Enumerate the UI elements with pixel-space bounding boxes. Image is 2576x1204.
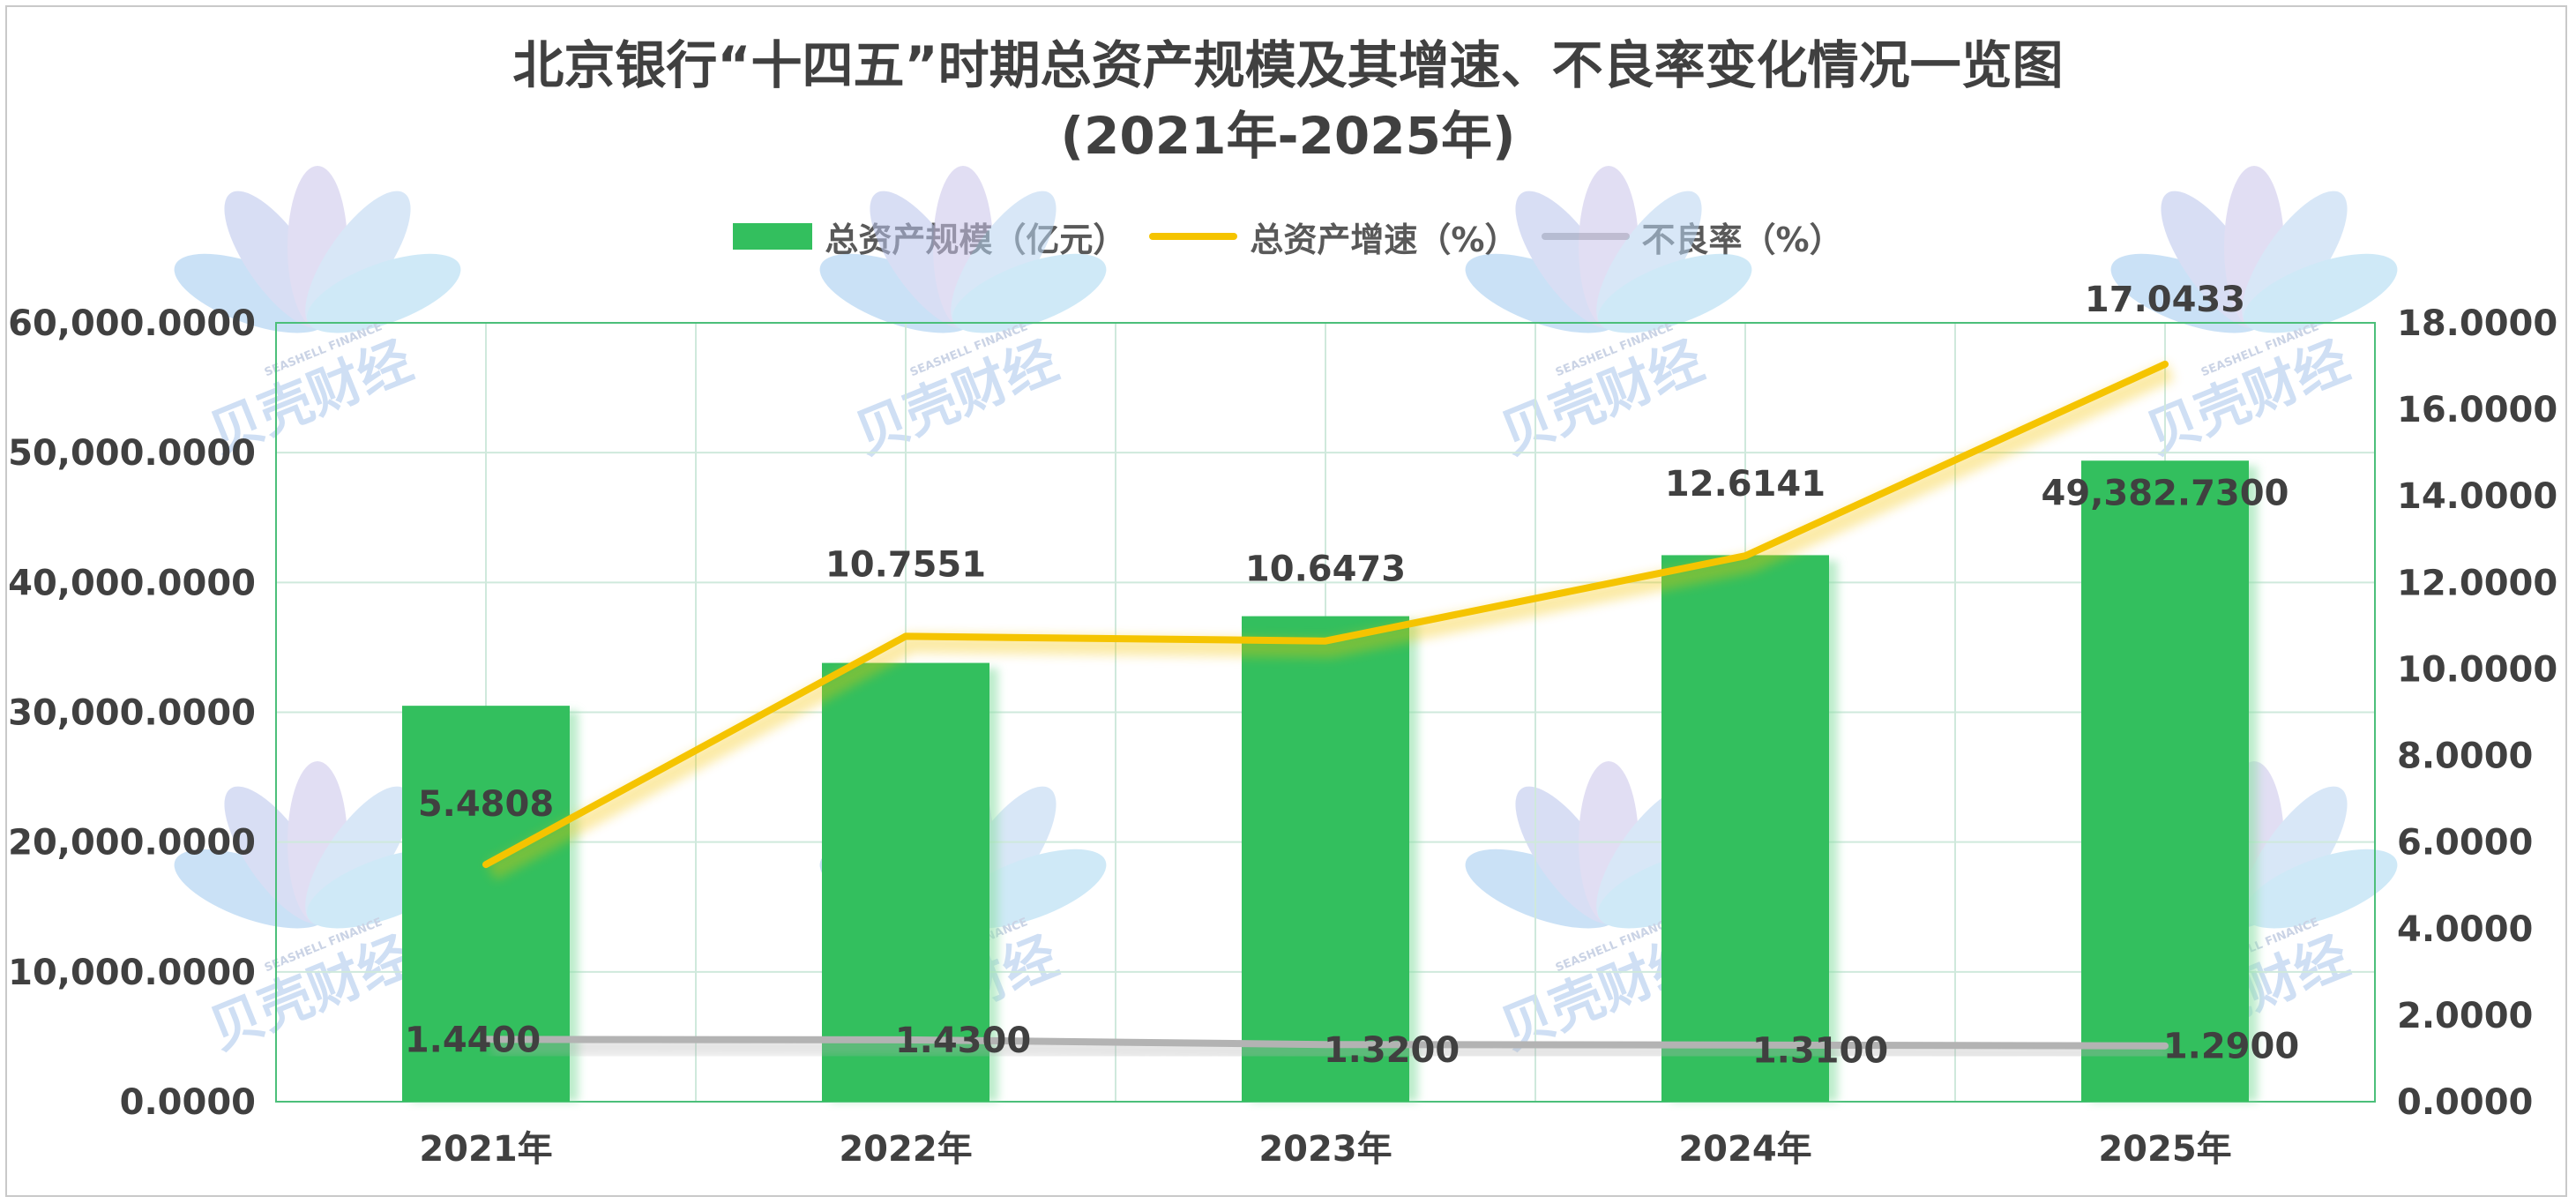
watermark-petal [952,253,1107,333]
title-line-1: 北京银行“十四五”时期总资产规模及其增速、不良率变化情况一览图 [512,35,2064,95]
bar-2022年 [822,662,989,1102]
bar-data-label: 49,382.7300 [2042,473,2289,513]
watermark-petal [2243,849,2398,929]
bar-2024年 [1661,555,1829,1102]
y-right-tick-label: 14.0000 [2397,476,2557,517]
title-line-2: (2021年-2025年) [1060,106,1516,166]
y-right-tick-label: 6.0000 [2397,823,2533,864]
axis-layer: 0.0000 10,000.0000 20,000.0000 30,000.0000 4… [8,303,2557,1170]
growth-data-label: 12.6141 [1665,464,1826,505]
bar-layer [402,460,2258,1102]
bar-2023年 [1242,616,1409,1102]
y-right-tick-label: 12.0000 [2397,563,2557,603]
label-layer: 5.4808 10.7551 10.6473 12.6141 17.0433 1.4400… [405,280,2299,1072]
y-right-tick-label: 10.0000 [2397,649,2557,690]
npl-line [482,1036,2169,1050]
y-right-tick-label: 16.0000 [2397,390,2557,430]
line-layer [482,360,2175,1063]
watermark-petal [2243,253,2398,333]
growth-data-label: 17.0433 [2085,280,2245,320]
y-left-tick-label: 60,000.0000 [8,303,256,344]
growth-line-glow [486,362,2175,880]
y-right-tick-label: 8.0000 [2397,737,2533,777]
x-category-label: 2025年 [2098,1129,2231,1170]
growth-line [482,360,2169,869]
y-left-tick-label: 10,000.0000 [8,953,256,993]
bar-2021年 [402,706,570,1102]
bar-2025年 [2081,460,2249,1102]
npl-data-label: 1.3200 [1324,1030,1460,1071]
y-left-tick-label: 40,000.0000 [8,563,256,603]
watermark-petal [1597,253,1752,333]
growth-data-label: 10.6473 [1245,550,1406,590]
x-category-label: 2022年 [839,1129,972,1170]
y-left-tick-label: 30,000.0000 [8,693,256,734]
growth-data-label: 5.4808 [418,784,554,825]
npl-data-label: 1.4400 [405,1020,541,1060]
x-category-label: 2024年 [1678,1129,1811,1170]
x-category-label: 2021年 [419,1129,552,1170]
y-left-tick-label: 0.0000 [120,1082,256,1123]
npl-line-glow [490,1036,2171,1063]
x-category-label: 2023年 [1258,1129,1392,1170]
y-left-tick-label: 50,000.0000 [8,433,256,474]
y-left-tick-label: 20,000.0000 [8,823,256,864]
legend-swatch-assets [733,223,813,250]
y-right-tick-label: 0.0000 [2397,1082,2533,1123]
y-right-tick-label: 2.0000 [2397,996,2533,1036]
npl-data-label: 1.3100 [1752,1031,1888,1072]
y-right-tick-label: 4.0000 [2397,909,2533,950]
legend-swatch-growth [1149,233,1238,240]
chart-frame [5,5,2567,1197]
npl-data-label: 1.2900 [2163,1027,2299,1067]
legend-label-growth: 总资产增速（%） [1250,220,1519,259]
y-right-tick-label: 18.0000 [2397,303,2557,344]
growth-data-label: 10.7551 [825,544,986,585]
npl-data-label: 1.4300 [895,1021,1031,1061]
legend-item-growth: 总资产增速（%） [1149,213,1519,261]
watermark-petal [306,253,461,333]
chart-title: 北京银行“十四五”时期总资产规模及其增速、不良率变化情况一览图 (2021年-2… [0,30,2576,171]
